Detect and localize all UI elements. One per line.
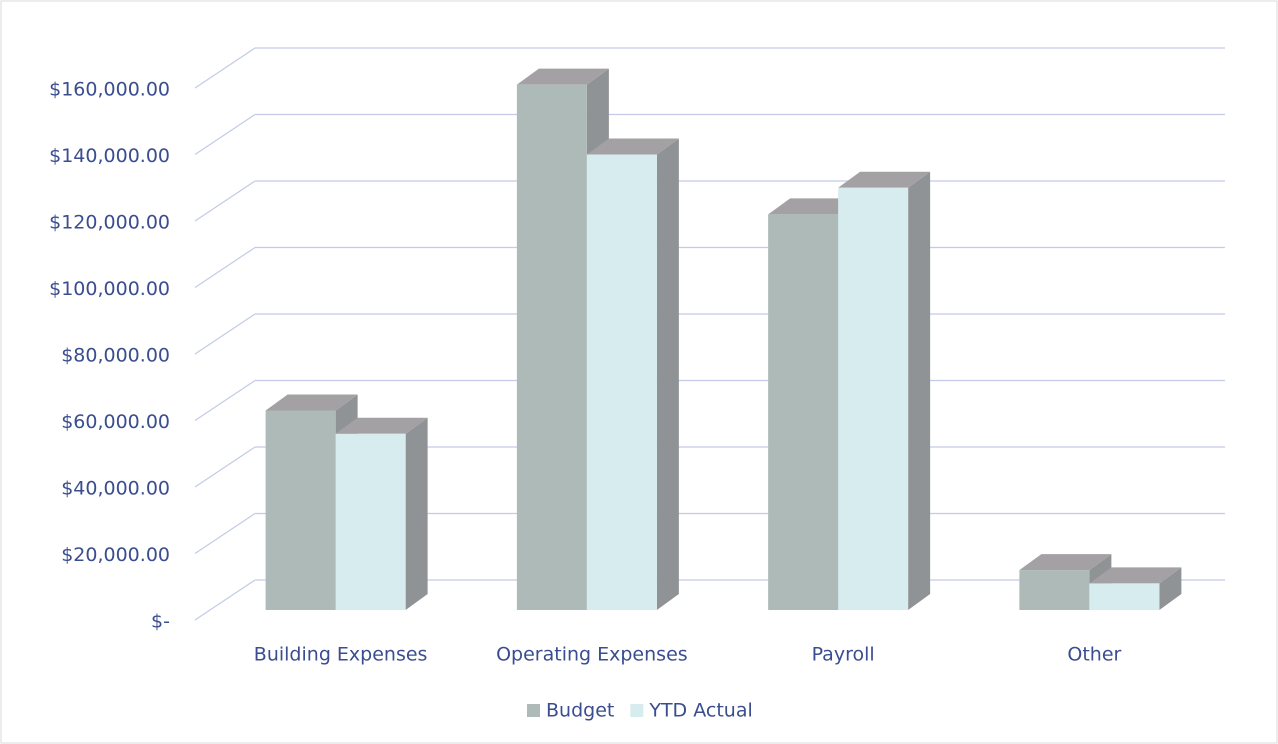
grid-line — [194, 114, 256, 155]
y-tick-label: $60,000.00 — [61, 411, 170, 433]
bar-top — [335, 417, 428, 434]
grid-line — [194, 180, 256, 222]
legend-swatch — [527, 704, 540, 717]
x-tick-label: Other — [1067, 644, 1121, 666]
grid-line — [194, 380, 256, 421]
bar — [768, 214, 839, 610]
bar — [1089, 583, 1160, 610]
grid-line — [194, 513, 256, 554]
y-tick-label: $140,000.00 — [49, 145, 170, 167]
grid-line — [194, 247, 256, 288]
y-tick-label: $20,000.00 — [61, 544, 170, 566]
x-tick-label: Building Expenses — [254, 644, 428, 666]
x-tick-label: Payroll — [812, 644, 875, 666]
y-tick-label: $160,000.00 — [49, 79, 170, 101]
legend-label: Budget — [546, 700, 614, 722]
bar — [516, 84, 587, 610]
bar-top — [1019, 554, 1112, 571]
bar-top — [265, 394, 358, 411]
y-tick-label: $120,000.00 — [49, 212, 170, 234]
bar — [1019, 570, 1090, 610]
grid-line — [194, 579, 256, 621]
bar-top — [768, 198, 861, 215]
grid-line — [194, 313, 256, 355]
grid-line — [194, 47, 256, 89]
bar-top — [586, 138, 679, 155]
y-tick-label: $40,000.00 — [61, 478, 170, 500]
y-tick-label: $- — [151, 611, 170, 633]
bar-side — [1159, 567, 1182, 610]
grid-line — [194, 446, 256, 488]
y-tick-label: $80,000.00 — [61, 345, 170, 367]
legend-label: YTD Actual — [648, 700, 752, 722]
y-tick-label: $100,000.00 — [49, 278, 170, 300]
bar — [335, 433, 406, 610]
bar-side — [908, 171, 931, 610]
x-tick-label: Operating Expenses — [496, 644, 688, 666]
bar — [586, 154, 657, 610]
bar-top — [516, 68, 609, 85]
bar — [838, 187, 909, 610]
bar-side — [405, 417, 428, 610]
bar-side — [656, 138, 679, 610]
bar — [265, 410, 336, 610]
legend-swatch — [630, 704, 644, 717]
bar-top — [838, 171, 931, 188]
bar-top — [1089, 567, 1182, 584]
